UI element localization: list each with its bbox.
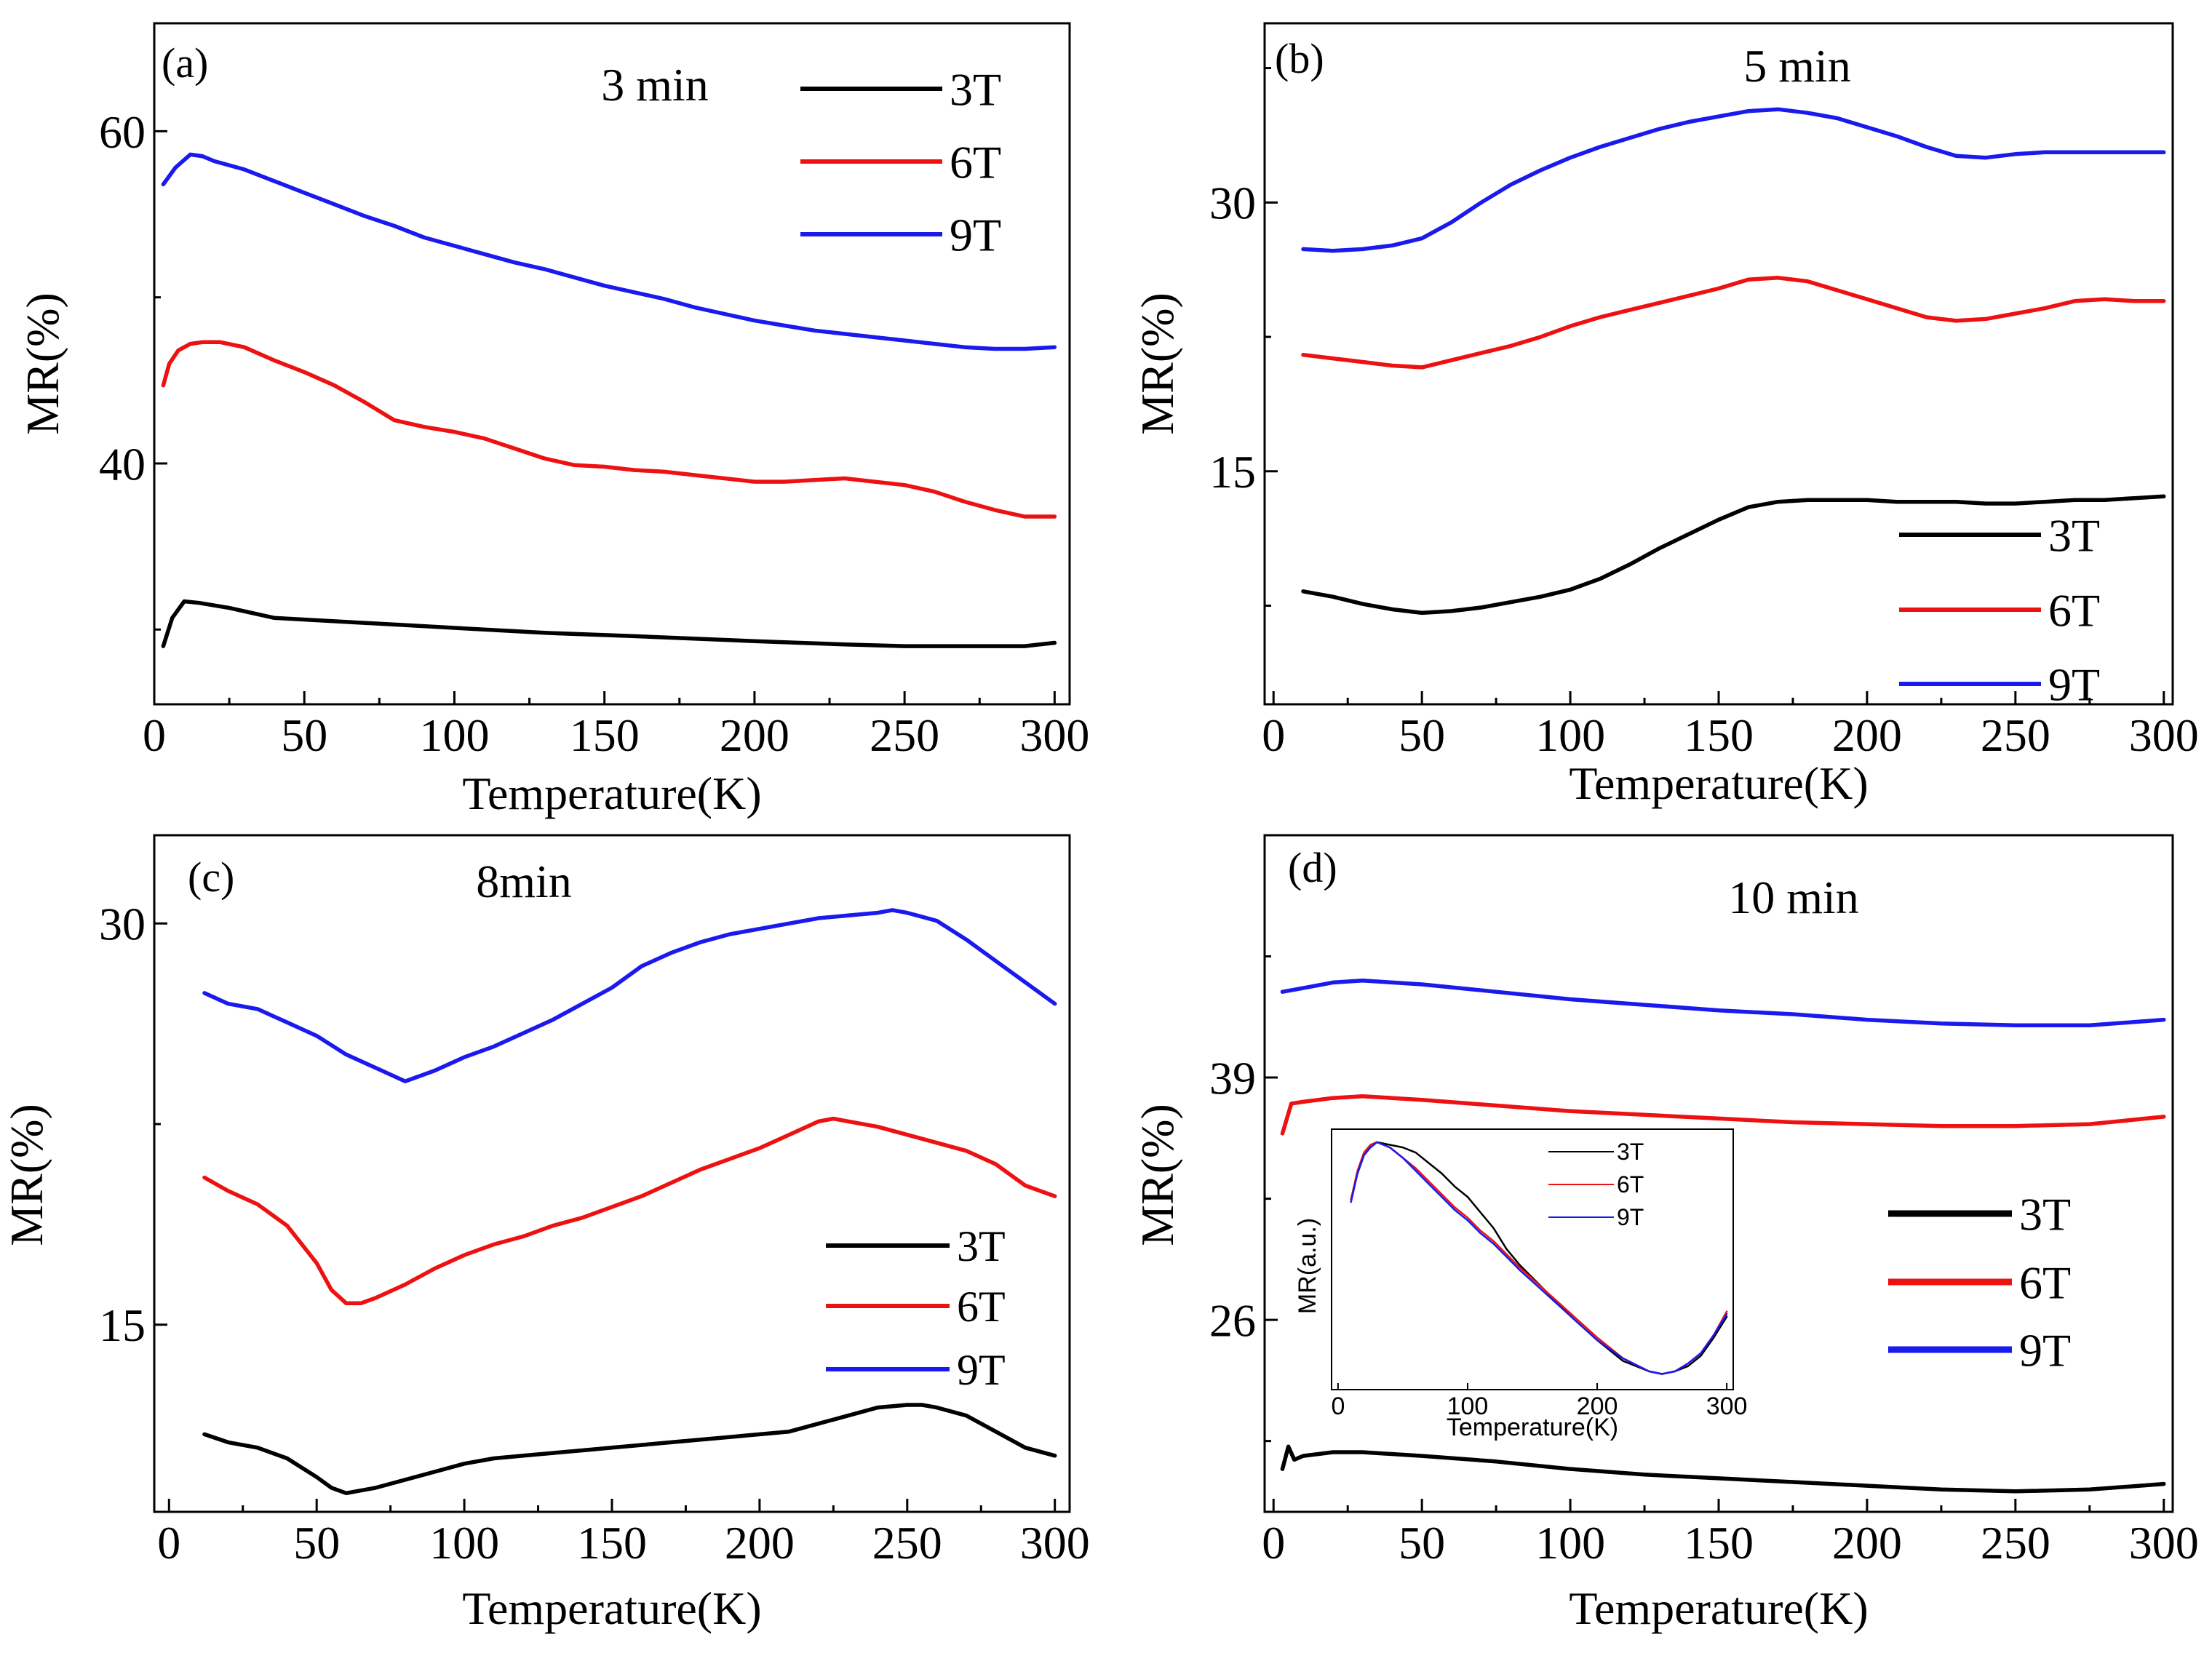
- series-line-6t: [161, 340, 1057, 519]
- x-axis-label: Temperature(K): [1447, 1414, 1618, 1441]
- x-tick-label: 150: [1684, 1517, 1754, 1569]
- x-tick-label: 100: [1535, 709, 1605, 761]
- y-axis-label: MR(%): [17, 292, 68, 435]
- x-tick-label: 200: [1832, 1517, 1902, 1569]
- x-tick-label: 300: [1019, 709, 1089, 761]
- x-tick-label: 100: [1535, 1517, 1605, 1569]
- x-tick-label: 300: [1020, 1517, 1090, 1569]
- legend-label: 6T: [957, 1283, 1006, 1331]
- x-axis-label: Temperature(K): [1569, 757, 1868, 809]
- x-tick-label: 100: [429, 1517, 499, 1569]
- x-axis-label: Temperature(K): [462, 1582, 761, 1634]
- x-axis-label: Temperature(K): [1569, 1582, 1868, 1634]
- legend-label: 6T: [1617, 1171, 1644, 1198]
- y-tick-label: 26: [1209, 1295, 1256, 1347]
- x-tick-label: 100: [1447, 1393, 1489, 1420]
- x-tick-label: 0: [1331, 1393, 1345, 1420]
- y-tick-label: 30: [99, 899, 146, 950]
- y-tick-label: 30: [1209, 178, 1256, 229]
- x-tick-label: 300: [2129, 1517, 2199, 1569]
- x-tick-label: 250: [1981, 709, 2050, 761]
- series-line-9t: [202, 908, 1057, 1083]
- x-tick-label: 200: [1832, 709, 1902, 761]
- plot-frame: [153, 834, 1071, 1513]
- legend-label: 6T: [2019, 1256, 2071, 1308]
- x-tick-label: 100: [419, 709, 489, 761]
- legend-label: 3T: [950, 63, 1001, 115]
- series-line-3t: [1301, 494, 2166, 616]
- y-tick-label: 60: [99, 106, 146, 158]
- legend-label: 9T: [2019, 1324, 2071, 1376]
- legend-label: 3T: [2019, 1188, 2071, 1240]
- panel-title: 8min: [476, 856, 572, 907]
- legend-label: 9T: [957, 1346, 1006, 1394]
- legend-label: 9T: [1617, 1204, 1644, 1230]
- panel-a: 0 50 100 150 200 250 300 40 60 Temperature(K) MR(%…: [17, 22, 1089, 819]
- series-line-3t: [161, 599, 1057, 648]
- x-tick-label: 150: [1684, 709, 1754, 761]
- y-axis-label: MR(%): [1131, 292, 1183, 435]
- panel-title: 5 min: [1743, 40, 1851, 92]
- y-axis-label: MR(%): [1131, 1104, 1183, 1246]
- panel-tag: (d): [1288, 844, 1337, 891]
- x-tick-label: 150: [577, 1517, 647, 1569]
- series-line-9t: [1280, 979, 2166, 1028]
- panel-tag: (c): [188, 853, 234, 901]
- x-tick-label: 200: [720, 709, 789, 761]
- x-tick-label: 300: [1706, 1393, 1748, 1420]
- panel-b: 0 50 100 150 200 250 300 15 30 Temperature(K) MR(%…: [1131, 22, 2199, 809]
- x-tick-label: 0: [1262, 1517, 1285, 1569]
- legend-label: 6T: [2048, 584, 2100, 636]
- x-tick-label: 300: [2129, 709, 2199, 761]
- x-tick-label: 0: [157, 1517, 180, 1569]
- x-tick-label: 50: [1399, 709, 1445, 761]
- panel-title: 10 min: [1728, 872, 1859, 923]
- legend-label: 6T: [950, 136, 1001, 188]
- legend-label: 3T: [957, 1222, 1006, 1270]
- panel-c: 0 50 100 150 200 250 300 15 30 Temperature(K) MR(%…: [1, 834, 1090, 1634]
- x-tick-label: 150: [570, 709, 640, 761]
- x-tick-label: 0: [143, 709, 166, 761]
- x-tick-label: 200: [1577, 1393, 1618, 1420]
- panel-tag: (a): [162, 39, 208, 87]
- x-axis-label: Temperature(K): [462, 768, 761, 819]
- panel-tag: (b): [1275, 35, 1324, 82]
- y-tick-label: 15: [99, 1299, 146, 1351]
- plot-frame: [1331, 1128, 1734, 1390]
- y-tick-label: 39: [1209, 1052, 1256, 1104]
- series-line-9t: [1301, 107, 2166, 253]
- panel-title: 3 min: [601, 59, 709, 111]
- x-tick-label: 250: [1981, 1517, 2050, 1569]
- panel-d: 0 50 100 150 200 250 300 26 39 Temperature(K) MR(%…: [1131, 834, 2199, 1634]
- series-line-6t: [202, 1116, 1057, 1306]
- series-line-6t: [1301, 276, 2166, 370]
- legend-label: 3T: [2048, 509, 2100, 561]
- plot-frame: [153, 22, 1071, 706]
- series-line-3t: [1280, 1444, 2166, 1494]
- series-line-9t: [161, 152, 1057, 351]
- series-line-3t: [202, 1403, 1057, 1496]
- panel-d-inset: 0 100 200 300 Temperature(K) MR(a.u.) 3T 6T 9T: [1294, 1128, 1748, 1441]
- x-tick-label: 200: [725, 1517, 795, 1569]
- y-axis-label: MR(a.u.): [1294, 1218, 1321, 1314]
- legend-label: 3T: [1617, 1139, 1644, 1165]
- x-tick-label: 0: [1262, 709, 1285, 761]
- y-axis-label: MR(%): [1, 1104, 52, 1246]
- y-tick-label: 40: [99, 438, 146, 490]
- legend-label: 9T: [950, 209, 1001, 260]
- series-line-9t: [1350, 1141, 1728, 1375]
- x-tick-label: 50: [293, 1517, 340, 1569]
- x-tick-label: 250: [870, 709, 939, 761]
- x-tick-label: 50: [281, 709, 327, 761]
- legend-label: 9T: [2048, 658, 2100, 710]
- x-tick-label: 50: [1399, 1517, 1445, 1569]
- series-line-6t: [1280, 1094, 2166, 1136]
- y-tick-label: 15: [1209, 446, 1256, 498]
- x-tick-label: 250: [872, 1517, 942, 1569]
- plot-frame: [1263, 22, 2174, 706]
